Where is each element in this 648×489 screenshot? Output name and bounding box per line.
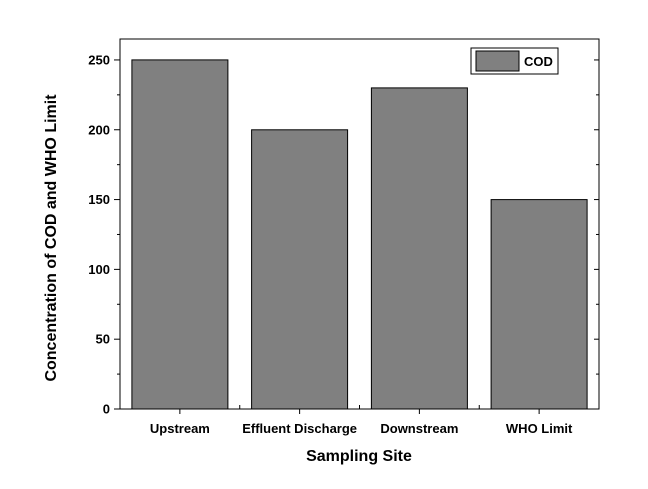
y-axis: 0 50 100 150 200 250 <box>88 52 599 417</box>
legend-swatch-cod <box>475 50 520 72</box>
x-axis-title: Sampling Site <box>306 448 412 465</box>
bar-who-limit <box>490 199 588 410</box>
y-tick-label: 100 <box>88 262 110 277</box>
x-tick-label: Effluent Discharge <box>242 421 357 436</box>
bars-group <box>131 59 588 410</box>
y-tick-label: 50 <box>96 332 110 347</box>
y-tick-label: 200 <box>88 122 110 137</box>
y-tick-label: 150 <box>88 192 110 207</box>
y-tick-label: 250 <box>88 52 110 67</box>
y-tick-label: 0 <box>103 402 110 417</box>
legend: COD <box>470 47 559 75</box>
x-axis: Upstream Effluent Discharge Downstream WHO … <box>150 405 573 436</box>
bar-upstream <box>131 59 229 410</box>
x-tick-label: Downstream <box>380 421 458 436</box>
bar-downstream <box>370 87 468 410</box>
bar-effluent-discharge <box>251 129 349 410</box>
x-tick-label: Upstream <box>150 421 210 436</box>
legend-label-cod: COD <box>524 54 553 69</box>
x-tick-label: WHO Limit <box>506 421 573 436</box>
y-axis-title: Concentration of COD and WHO Limit <box>43 94 60 382</box>
